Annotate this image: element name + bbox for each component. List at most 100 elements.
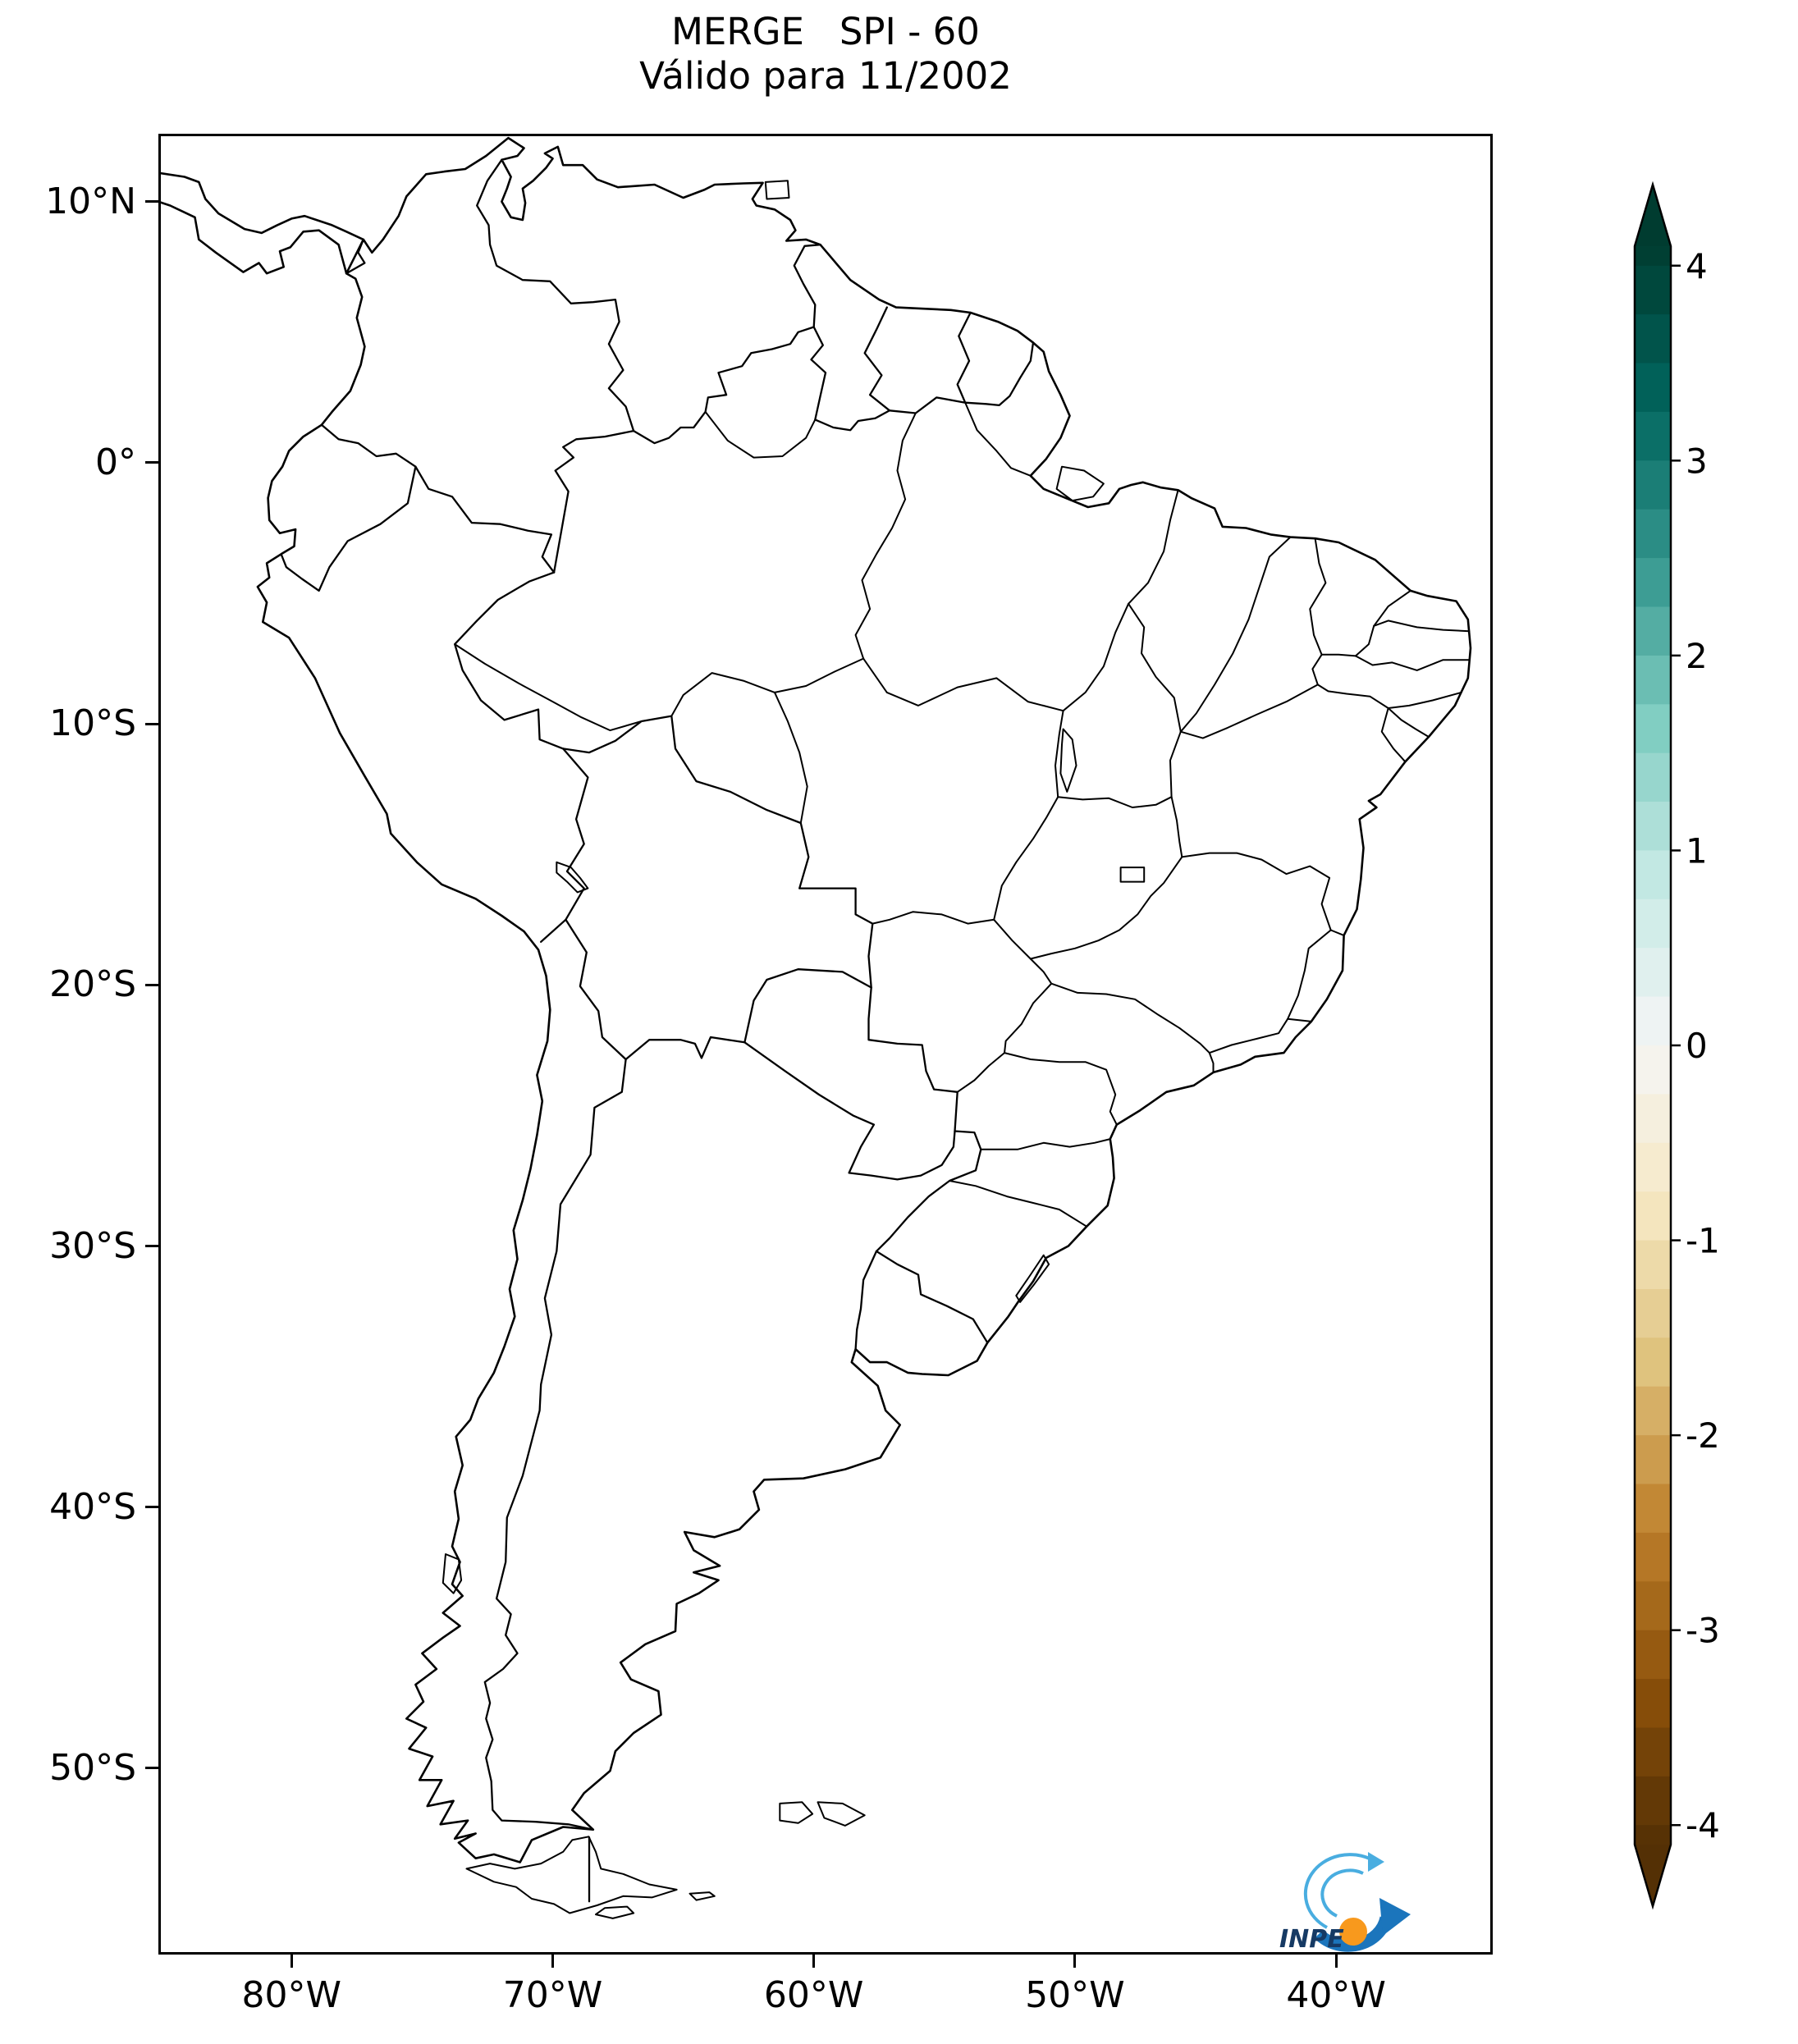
state-border [1170,796,1183,858]
colorbar-band [1635,1630,1671,1680]
state-border [774,657,865,693]
logo-swirl-outer [1303,1853,1374,1929]
country-border [867,986,958,1132]
x-tick-mark [812,1955,816,1968]
country-border [483,1058,627,1831]
state-border [1029,856,1183,960]
state-border [1050,982,1210,1054]
x-tick-label: 50°W [1025,1974,1125,2016]
x-tick-label: 70°W [502,1974,603,2016]
state-border [993,918,1032,960]
y-tick-mark [145,722,158,725]
colorbar-band [1635,948,1671,998]
state-border [1128,602,1182,733]
island-outline [1059,728,1077,793]
x-tick-label: 80°W [241,1974,342,2016]
colorbar-band [1635,1386,1671,1436]
colorbar-tick-label: 1 [1686,830,1708,871]
state-border [1128,489,1179,605]
colorbar-band [1635,265,1671,315]
state-border [872,911,995,925]
island-outline [441,1553,463,1594]
country-border [565,918,627,1061]
y-tick-mark [145,461,158,464]
state-border [1057,796,1173,808]
country-border [320,423,417,468]
x-tick-mark [290,1955,293,1968]
y-tick-mark [145,1245,158,1248]
coastline [256,136,1472,1863]
colorbar-band [1635,1776,1671,1826]
country-border [562,715,874,989]
x-tick-label: 40°W [1286,1974,1386,2016]
colorbar-tick-label: 0 [1686,1026,1708,1066]
state-border [1316,684,1389,709]
colorbar-band [1635,314,1671,364]
y-tick-label: 50°S [49,1746,136,1789]
logo-orange-dot [1339,1918,1367,1946]
colorbar-band [1635,655,1671,705]
x-tick-label: 60°W [763,1974,864,2016]
state-border [1380,707,1407,763]
country-border [863,306,891,412]
x-tick-mark [551,1955,554,1968]
logo-swirl-inner [1320,1868,1364,1918]
figure-subtitle: Válido para 11/2002 [639,54,1012,98]
y-tick-label: 20°S [49,963,136,1006]
country-border [476,158,635,432]
colorbar-band [1635,1142,1671,1192]
state-border [1287,929,1332,1020]
x-tick-mark [1334,1955,1338,1968]
colorbar-band [1635,1825,1671,1845]
island-outline [817,1801,866,1827]
state-border [1062,602,1130,712]
country-border [632,326,815,445]
y-tick-mark [145,1767,158,1770]
colorbar-tick-label: -4 [1686,1805,1720,1845]
island-outline [764,180,790,200]
colorbar-band [1635,1679,1671,1729]
y-tick-label: 0° [95,441,136,483]
y-tick-mark [145,200,158,203]
state-border [1179,536,1292,733]
country-border [552,429,635,574]
colorbar-band [1635,363,1671,413]
colorbar-band [1635,802,1671,852]
colorbar-outline [1633,181,1672,1910]
state-border [1208,1017,1289,1054]
state-border [1354,624,1375,657]
x-tick-mark [1073,1955,1077,1968]
country-border [540,918,567,943]
state-border [1181,852,1332,931]
y-tick-mark [145,1506,158,1509]
country-border [793,244,821,328]
colorbar-band [1635,1240,1671,1290]
state-border [1387,691,1462,709]
country-border [854,1250,878,1351]
country-border [810,326,891,432]
y-tick-label: 10°N [45,180,136,222]
colorbar-band [1635,704,1671,754]
colorbar-extend-triangle-bottom [1635,1845,1671,1906]
state-border [862,657,1064,712]
state-border [964,401,1032,477]
colorbar-tick-label: -2 [1686,1415,1720,1456]
colorbar-band [1635,1289,1671,1339]
state-border [1119,867,1146,883]
state-border [1320,653,1357,657]
colorbar-tick-label: 2 [1686,636,1708,676]
country-border [888,396,967,414]
colorbar-extend-triangle-top [1635,185,1671,246]
island-outline [689,1891,716,1901]
colorbar-tick-label: 4 [1686,246,1708,286]
colorbar-band [1635,850,1671,900]
country-border [875,1130,982,1253]
y-tick-label: 40°S [49,1485,136,1528]
country-border [345,238,366,275]
island-outline [779,1801,814,1824]
colorbar-band [1635,460,1671,510]
state-border [670,672,775,717]
colorbar-band [1635,1094,1671,1144]
state-border [949,1180,1088,1228]
colorbar-band [1635,1338,1671,1388]
